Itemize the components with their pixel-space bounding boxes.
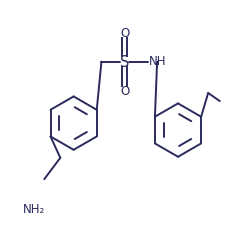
Text: O: O bbox=[120, 27, 129, 40]
Text: NH₂: NH₂ bbox=[23, 203, 45, 216]
Text: S: S bbox=[120, 55, 129, 70]
Text: NH: NH bbox=[149, 55, 166, 68]
Text: O: O bbox=[120, 85, 129, 98]
